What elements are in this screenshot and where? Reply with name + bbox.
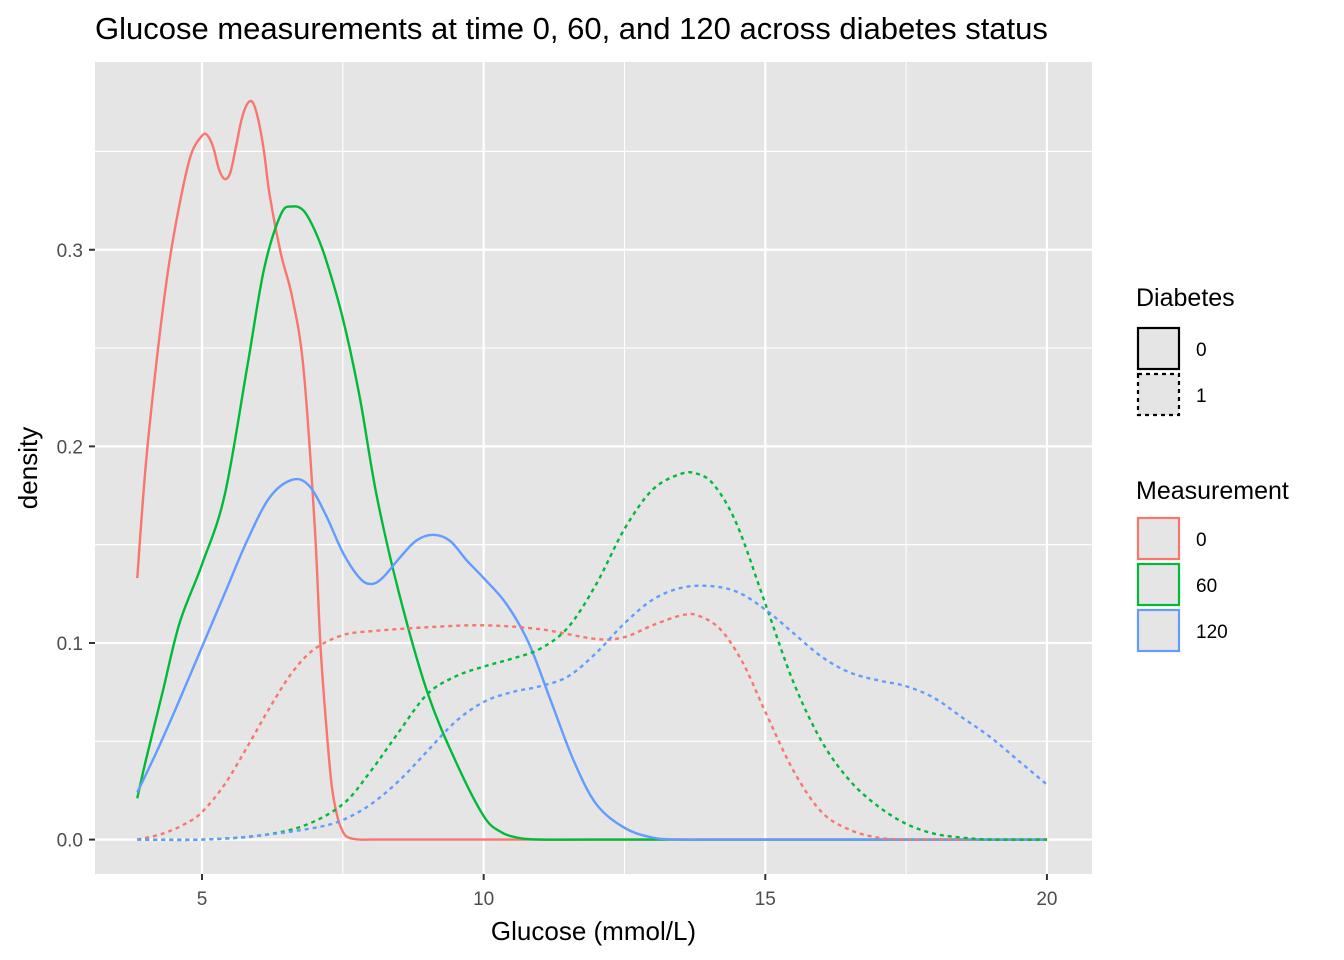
density-curve-measurement-0-diabetes-0 xyxy=(136,99,1047,841)
legend-measurement: Measurement 0 60 120 xyxy=(1136,477,1289,653)
x-axis-title: Glucose (mmol/L) xyxy=(491,916,696,946)
y-tick-label: 0.0 xyxy=(57,831,83,852)
legend-label-measurement-0: 0 xyxy=(1196,530,1207,551)
legend-diabetes-title: Diabetes xyxy=(1136,284,1235,312)
panel-background xyxy=(95,62,1092,874)
plot-panel xyxy=(95,62,1092,874)
legend-key-measurement-60 xyxy=(1136,562,1181,607)
density-curves xyxy=(136,99,1048,842)
legend-diabetes: Diabetes 01 xyxy=(1136,284,1235,417)
legend-measurement-keys: 0 60 120 xyxy=(1136,516,1228,653)
chart-title: Glucose measurements at time 0, 60, and … xyxy=(95,11,1048,46)
density-curve-measurement-120-diabetes-1 xyxy=(137,584,1048,842)
density-curve-measurement-60-diabetes-0 xyxy=(136,205,1047,841)
x-tick-label: 10 xyxy=(473,889,494,910)
density-curve-measurement-0-diabetes-1 xyxy=(136,612,1047,841)
legend-measurement-title: Measurement xyxy=(1136,477,1289,505)
y-axis: 0.0 0.1 0.2 0.3 xyxy=(57,241,95,852)
legend-label-diabetes-0: 0 xyxy=(1196,340,1207,361)
legend-key-measurement-120 xyxy=(1136,608,1181,653)
x-axis: 5 10 15 20 xyxy=(197,874,1058,910)
y-tick-label: 0.3 xyxy=(57,241,83,262)
legend-label-diabetes-1: 1 xyxy=(1196,386,1207,407)
x-tick-label: 15 xyxy=(755,889,776,910)
legend-key-diabetes-0 xyxy=(1136,326,1181,371)
y-tick-label: 0.1 xyxy=(57,634,83,655)
minor-gridlines xyxy=(95,62,1092,874)
legend-key-measurement-0 xyxy=(1136,516,1181,561)
y-axis-title: density xyxy=(13,427,43,509)
density-curve-measurement-60-diabetes-1 xyxy=(137,470,1047,842)
legend-key-diabetes-1 xyxy=(1136,372,1181,417)
density-curve-measurement-120-diabetes-0 xyxy=(136,477,1047,841)
legend-diabetes-keys: 01 xyxy=(1136,326,1207,417)
legend-label-measurement-120: 120 xyxy=(1196,622,1228,643)
x-tick-label: 5 xyxy=(197,889,208,910)
legend-label-measurement-60: 60 xyxy=(1196,576,1217,597)
x-tick-label: 20 xyxy=(1036,889,1057,910)
y-tick-label: 0.2 xyxy=(57,437,83,458)
